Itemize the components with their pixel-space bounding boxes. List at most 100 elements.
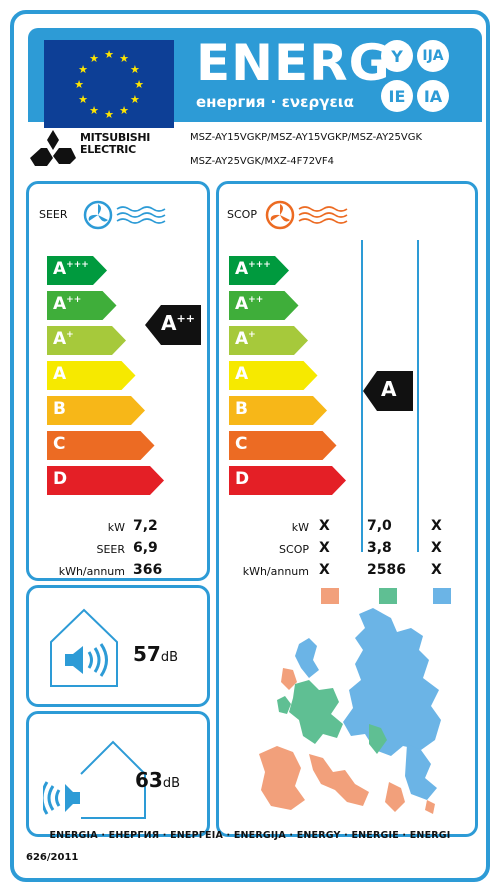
zone-swatch-warmer <box>321 588 339 604</box>
brand-logo: MITSUBISHI ELECTRIC <box>30 128 170 168</box>
seer-rating-marker: A++ <box>145 305 201 345</box>
seer-class-label: B <box>53 399 66 419</box>
energy-title: ENERG енергия · ενεργεια <box>188 34 390 116</box>
scop-annual-zone2: 2586 <box>367 562 406 578</box>
energy-word: ENERG <box>196 34 391 92</box>
scop-class-label: A <box>235 364 249 384</box>
seer-seer-value: 6,9 <box>133 540 158 556</box>
seer-class-label: A <box>53 364 67 384</box>
scop-annual-zone1: X <box>319 562 330 578</box>
noise-outdoor-unit: dB <box>162 776 181 791</box>
noise-outdoor-value: 63dB <box>135 768 180 792</box>
brand-name-line2: ELECTRIC <box>80 143 136 156</box>
eu-star-icon: ★ <box>89 104 99 117</box>
scop-kw-zone2: 7,0 <box>367 518 392 534</box>
noise-outdoor-panel: 63dB <box>26 711 210 837</box>
scop-class-arrow: A+ <box>229 326 308 355</box>
suffix-ija: IJA <box>417 40 449 72</box>
scop-class-label: C <box>235 434 248 454</box>
label-header: ★ ★ ★ ★ ★ ★ ★ ★ ★ ★ ★ ★ ENERG енергия · ενεργεια Y … <box>28 28 482 128</box>
energy-subtitle: енергия · ενεργεια <box>196 93 354 111</box>
scop-class-label: A+ <box>235 329 256 349</box>
scop-class-arrow: A <box>229 361 318 390</box>
seer-annual-value: 366 <box>133 562 163 578</box>
scop-kw-label: kW <box>291 521 309 534</box>
eu-star-icon: ★ <box>89 52 99 65</box>
seer-class-arrow: A+ <box>47 326 126 355</box>
eu-star-icon: ★ <box>130 63 140 76</box>
seer-seer-label: SEER <box>96 543 125 556</box>
eu-star-icon: ★ <box>119 104 129 117</box>
footer-energy-words: ENERGIA · ЕНЕРГИЯ · ΕΝΕΡΓΕΙΑ · ENERGIJA … <box>49 830 451 841</box>
noise-indoor-number: 57 <box>133 642 161 666</box>
eu-star-icon: ★ <box>78 63 88 76</box>
scop-scop-zone3: X <box>431 540 442 556</box>
scop-scop-zone1: X <box>319 540 330 556</box>
scop-panel: SCOP A+++ A++ A+ A B C D A kW X 7,0 X SCOP X 3… <box>216 181 478 837</box>
scop-kw-zone1: X <box>319 518 330 534</box>
seer-class-arrow: D <box>47 466 164 495</box>
scop-class-arrow: B <box>229 396 327 425</box>
seer-title: SEER <box>39 208 68 221</box>
scop-class-label: A++ <box>235 294 264 314</box>
model-list: MSZ-AY15VGKP/MSZ-AY15VGKP/MSZ-AY25VGK MS… <box>190 126 422 174</box>
eu-star-icon: ★ <box>130 93 140 106</box>
zone-swatch-colder <box>433 588 451 604</box>
heating-fan-icon <box>265 200 348 230</box>
scop-class-arrow: C <box>229 431 337 460</box>
eu-star-icon: ★ <box>78 93 88 106</box>
scop-title: SCOP <box>227 208 257 221</box>
brand-name-line1: MITSUBISHI <box>80 131 151 144</box>
model-line-1: MSZ-AY15VGKP/MSZ-AY15VGKP/MSZ-AY25VGK <box>190 132 423 143</box>
eu-star-icon: ★ <box>104 48 114 61</box>
suffix-y: Y <box>381 40 413 72</box>
seer-class-arrow: A++ <box>47 291 117 320</box>
mitsubishi-diamonds-icon <box>30 130 76 166</box>
eu-star-icon: ★ <box>104 108 114 121</box>
noise-indoor-unit: dB <box>160 650 179 665</box>
scop-annual-label: kWh/annum <box>242 565 309 578</box>
scop-class-label: B <box>235 399 248 419</box>
seer-class-label: A++ <box>53 294 82 314</box>
seer-class-arrow: A+++ <box>47 256 107 285</box>
seer-kw-label: kW <box>107 521 125 534</box>
eu-star-icon: ★ <box>74 78 84 91</box>
scop-rating-text: A <box>381 377 396 401</box>
cooling-fan-icon <box>83 200 166 230</box>
seer-panel: SEER A+++ A++ A+ A B C D A++ kW 7,2 SEER 6,9 k… <box>26 181 210 581</box>
scop-class-label: A+++ <box>235 259 271 279</box>
energy-label: ★ ★ ★ ★ ★ ★ ★ ★ ★ ★ ★ ★ ENERG енергия · ενεργεια Y … <box>10 10 490 882</box>
seer-annual-label: kWh/annum <box>58 565 125 578</box>
scop-scop-label: SCOP <box>279 543 309 556</box>
seer-class-label: A+ <box>53 329 74 349</box>
scop-rating-marker: A <box>363 371 413 411</box>
suffix-ia: IA <box>417 80 449 112</box>
scop-kw-zone3: X <box>431 518 442 534</box>
seer-class-arrow: A <box>47 361 136 390</box>
noise-outdoor-number: 63 <box>135 768 163 792</box>
scop-class-arrow: D <box>229 466 346 495</box>
scop-class-arrow: A++ <box>229 291 299 320</box>
brand-name: MITSUBISHI ELECTRIC <box>80 132 150 156</box>
seer-rating-sup: ++ <box>176 312 195 325</box>
indoor-speaker-icon <box>50 608 118 687</box>
scop-class-arrow: A+++ <box>229 256 289 285</box>
eu-star-icon: ★ <box>134 78 144 91</box>
scop-class-label: D <box>235 469 250 489</box>
outdoor-speaker-icon <box>43 740 146 819</box>
regulation-number: 626/2011 <box>26 852 79 863</box>
seer-kw-value: 7,2 <box>133 518 158 534</box>
noise-indoor-value: 57dB <box>133 642 178 666</box>
zone-divider-1 <box>361 240 363 552</box>
seer-class-label: A+++ <box>53 259 89 279</box>
noise-indoor-panel: 57dB <box>26 585 210 707</box>
scop-scop-zone2: 3,8 <box>367 540 392 556</box>
europe-climate-map-icon <box>259 608 441 814</box>
scop-rating-base: A <box>381 377 397 401</box>
eu-star-icon: ★ <box>119 52 129 65</box>
zone-swatch-average <box>379 588 397 604</box>
suffix-ie: IE <box>381 80 413 112</box>
model-line-2: MSZ-AY25VGK/MXZ-4F72VF4 <box>190 156 335 167</box>
eu-flag-icon: ★ ★ ★ ★ ★ ★ ★ ★ ★ ★ ★ ★ <box>44 40 174 128</box>
seer-class-arrow: B <box>47 396 145 425</box>
